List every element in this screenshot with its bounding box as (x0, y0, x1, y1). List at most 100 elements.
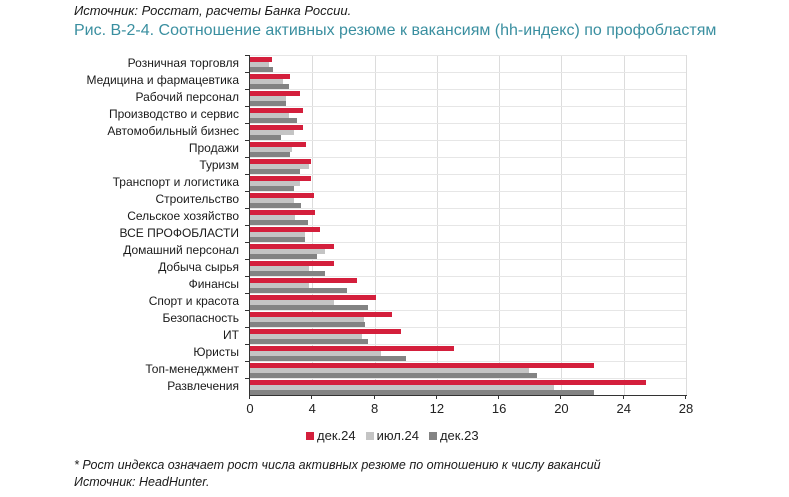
x-tick-label: 12 (429, 401, 445, 416)
gridline-horizontal (250, 106, 686, 107)
bar-jul24 (250, 79, 283, 84)
bar-dec24 (250, 193, 314, 198)
bar-dec24 (250, 312, 392, 317)
gridline-horizontal (250, 208, 686, 209)
x-tick (622, 395, 624, 399)
category-label: Продажи (188, 141, 239, 155)
y-tick (245, 344, 249, 345)
bar-dec24 (250, 159, 311, 164)
bar-dec24 (250, 329, 402, 334)
x-tick-label: 16 (491, 401, 507, 416)
y-tick (245, 208, 249, 209)
category-label: Строительство (155, 192, 239, 206)
y-tick (245, 174, 249, 175)
gridline-vertical (686, 55, 687, 395)
category-label: Медицина и фармацевтика (86, 73, 239, 87)
bar-dec24 (250, 176, 311, 181)
bar-dec23 (250, 339, 369, 344)
source-top: Источник: Росстат, расчеты Банка России. (74, 3, 352, 18)
y-tick (245, 157, 249, 158)
bar-dec23 (250, 305, 369, 310)
bar-jul24 (250, 300, 335, 305)
x-tick-label: 0 (246, 401, 254, 416)
bar-jul24 (250, 249, 325, 254)
bar-dec23 (250, 322, 366, 327)
y-axis (249, 55, 250, 396)
chart-title: Рис. В-2-4. Соотношение активных резюме … (74, 22, 717, 39)
category-label: Топ-менеджмент (145, 362, 239, 376)
bar-dec24 (250, 380, 646, 385)
bar-dec24 (250, 74, 291, 79)
bar-dec23 (250, 169, 300, 174)
gridline-horizontal (250, 55, 686, 56)
gridline-horizontal (250, 310, 686, 311)
x-tick (311, 395, 313, 399)
category-label: Рабочий персонал (135, 90, 239, 104)
bar-jul24 (250, 130, 294, 135)
category-label: Домашний персонал (123, 243, 239, 257)
bar-dec23 (250, 237, 305, 242)
legend-label: дек.24 (317, 428, 356, 443)
bar-dec23 (250, 84, 289, 89)
y-tick (245, 140, 249, 141)
footnote: * Рост индекса означает рост числа актив… (74, 458, 601, 472)
y-tick (245, 242, 249, 243)
bar-jul24 (250, 215, 296, 220)
bar-jul24 (250, 96, 286, 101)
bar-dec23 (250, 152, 291, 157)
gridline-horizontal (250, 344, 686, 345)
bar-dec24 (250, 278, 358, 283)
gridline-horizontal (250, 123, 686, 124)
bar-dec24 (250, 261, 335, 266)
bar-dec24 (250, 91, 300, 96)
gridline-horizontal (250, 157, 686, 158)
legend-item-jul24: июл.24 (365, 428, 419, 443)
bar-jul24 (250, 317, 364, 322)
bar-dec23 (250, 67, 274, 72)
legend: дек.24 июл.24 дек.23 (306, 428, 479, 443)
bar-jul24 (250, 385, 554, 390)
bar-jul24 (250, 164, 310, 169)
category-label: Производство и сервис (108, 107, 239, 121)
category-label: Финансы (188, 277, 239, 291)
bar-jul24 (250, 113, 289, 118)
y-tick (245, 106, 249, 107)
gridline-horizontal (250, 293, 686, 294)
category-label: Розничная торговля (127, 56, 239, 70)
bar-dec24 (250, 227, 321, 232)
y-tick (245, 123, 249, 124)
bar-jul24 (250, 283, 310, 288)
source-bottom: Источник: HeadHunter. (74, 475, 210, 489)
legend-swatch (365, 431, 374, 440)
category-label: Транспорт и логистика (112, 175, 239, 189)
bar-dec23 (250, 373, 537, 378)
bar-jul24 (250, 266, 310, 271)
legend-label: дек.23 (439, 428, 479, 443)
gridline-horizontal (250, 140, 686, 141)
x-tick-label: 8 (370, 401, 379, 416)
bar-dec24 (250, 244, 335, 249)
x-tick (435, 395, 437, 399)
legend-swatch (306, 431, 314, 440)
y-tick (245, 361, 249, 362)
bar-dec23 (250, 101, 286, 106)
legend-item-dec23: дек.23 (428, 428, 479, 443)
gridline-horizontal (250, 72, 686, 73)
bar-dec23 (250, 356, 406, 361)
gridline-horizontal (250, 191, 686, 192)
gridline-horizontal (250, 276, 686, 277)
x-tick (249, 395, 250, 399)
bar-dec23 (250, 118, 297, 123)
bar-jul24 (250, 368, 529, 373)
bar-dec24 (250, 210, 316, 215)
gridline-horizontal (250, 174, 686, 175)
y-tick (245, 89, 249, 90)
bar-dec24 (250, 125, 303, 130)
bar-dec24 (250, 142, 307, 147)
gridline-horizontal (250, 361, 686, 362)
bar-dec23 (250, 220, 308, 225)
bar-jul24 (250, 181, 300, 186)
gridline-horizontal (250, 225, 686, 226)
gridline-horizontal (250, 378, 686, 379)
bar-dec23 (250, 271, 325, 276)
